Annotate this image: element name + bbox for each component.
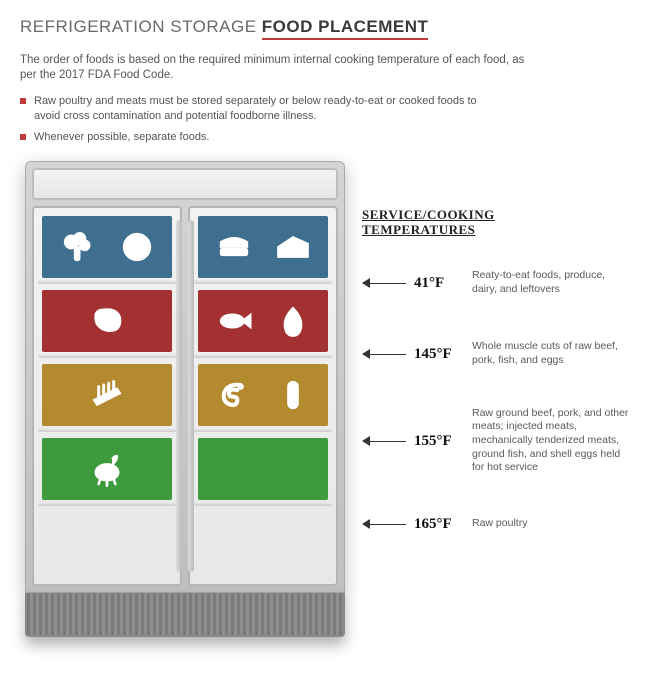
shelf-4-right bbox=[198, 438, 328, 500]
cheese-icon bbox=[273, 227, 313, 267]
shelf-desc: Reaty-to-eat foods, produce, dairy, and … bbox=[472, 269, 630, 296]
door-handle-right bbox=[188, 220, 194, 572]
door-handle-left bbox=[176, 220, 182, 572]
shelf-2-right bbox=[198, 290, 328, 352]
ribs-icon bbox=[87, 375, 127, 415]
legend-row: 155°F Raw ground beef, pork, and other m… bbox=[362, 396, 630, 486]
chicken-icon bbox=[87, 449, 127, 489]
shelf-desc: Raw ground beef, pork, and other meats; … bbox=[472, 407, 630, 475]
bullet-item: Raw poultry and meats must be stored sep… bbox=[20, 94, 500, 124]
steak-icon bbox=[87, 301, 127, 341]
bullet-item: Whenever possible, separate foods. bbox=[20, 130, 500, 145]
title-emphasis: FOOD PLACEMENT bbox=[262, 17, 429, 40]
shelf-1-left bbox=[42, 216, 172, 278]
figure: SERVICE/COOKINGTEMPERATURES 41°F Reaty-t… bbox=[20, 161, 630, 637]
legend-header: SERVICE/COOKINGTEMPERATURES bbox=[362, 207, 630, 238]
shelf-3-left bbox=[42, 364, 172, 426]
shelf-desc: Whole muscle cuts of raw beef, pork, fis… bbox=[472, 340, 630, 367]
shrimp-icon bbox=[214, 375, 254, 415]
shelf-desc: Raw poultry bbox=[472, 517, 630, 531]
page-title: REFRIGERATION STORAGE FOOD PLACEMENT bbox=[20, 16, 630, 39]
temp-value: 41°F bbox=[414, 273, 464, 293]
fridge-top-panel bbox=[32, 168, 338, 200]
temp-value: 165°F bbox=[414, 514, 464, 534]
fridge-doors bbox=[32, 206, 338, 586]
legend-row: 145°F Whole muscle cuts of raw beef, por… bbox=[362, 320, 630, 388]
legend-row: 41°F Reaty-to-eat foods, produce, dairy,… bbox=[362, 254, 630, 312]
sandwich-icon bbox=[214, 227, 254, 267]
arrow-icon bbox=[362, 277, 406, 289]
fridge-door-left bbox=[32, 206, 182, 586]
shelf-1-right bbox=[198, 216, 328, 278]
temp-value: 145°F bbox=[414, 344, 464, 364]
title-prefix: REFRIGERATION STORAGE bbox=[20, 17, 262, 36]
legend-column: SERVICE/COOKINGTEMPERATURES 41°F Reaty-t… bbox=[362, 161, 630, 562]
intro-text: The order of foods is based on the requi… bbox=[20, 53, 540, 84]
bullet-list: Raw poultry and meats must be stored sep… bbox=[20, 94, 630, 145]
fridge-vent bbox=[25, 593, 345, 637]
egg-icon bbox=[273, 301, 313, 341]
fridge-body bbox=[25, 161, 345, 593]
arrow-icon bbox=[362, 348, 406, 360]
lettuce-icon bbox=[117, 227, 157, 267]
shelf-2-left bbox=[42, 290, 172, 352]
fridge-door-right bbox=[188, 206, 338, 586]
fridge-wrapper bbox=[20, 161, 350, 637]
fish-icon bbox=[214, 301, 254, 341]
shelf-4-left bbox=[42, 438, 172, 500]
arrow-icon bbox=[362, 435, 406, 447]
temp-value: 155°F bbox=[414, 431, 464, 451]
shelf-3-right bbox=[198, 364, 328, 426]
broccoli-icon bbox=[58, 227, 98, 267]
sausage-icon bbox=[273, 375, 313, 415]
legend-row: 165°F Raw poultry bbox=[362, 494, 630, 554]
arrow-icon bbox=[362, 518, 406, 530]
